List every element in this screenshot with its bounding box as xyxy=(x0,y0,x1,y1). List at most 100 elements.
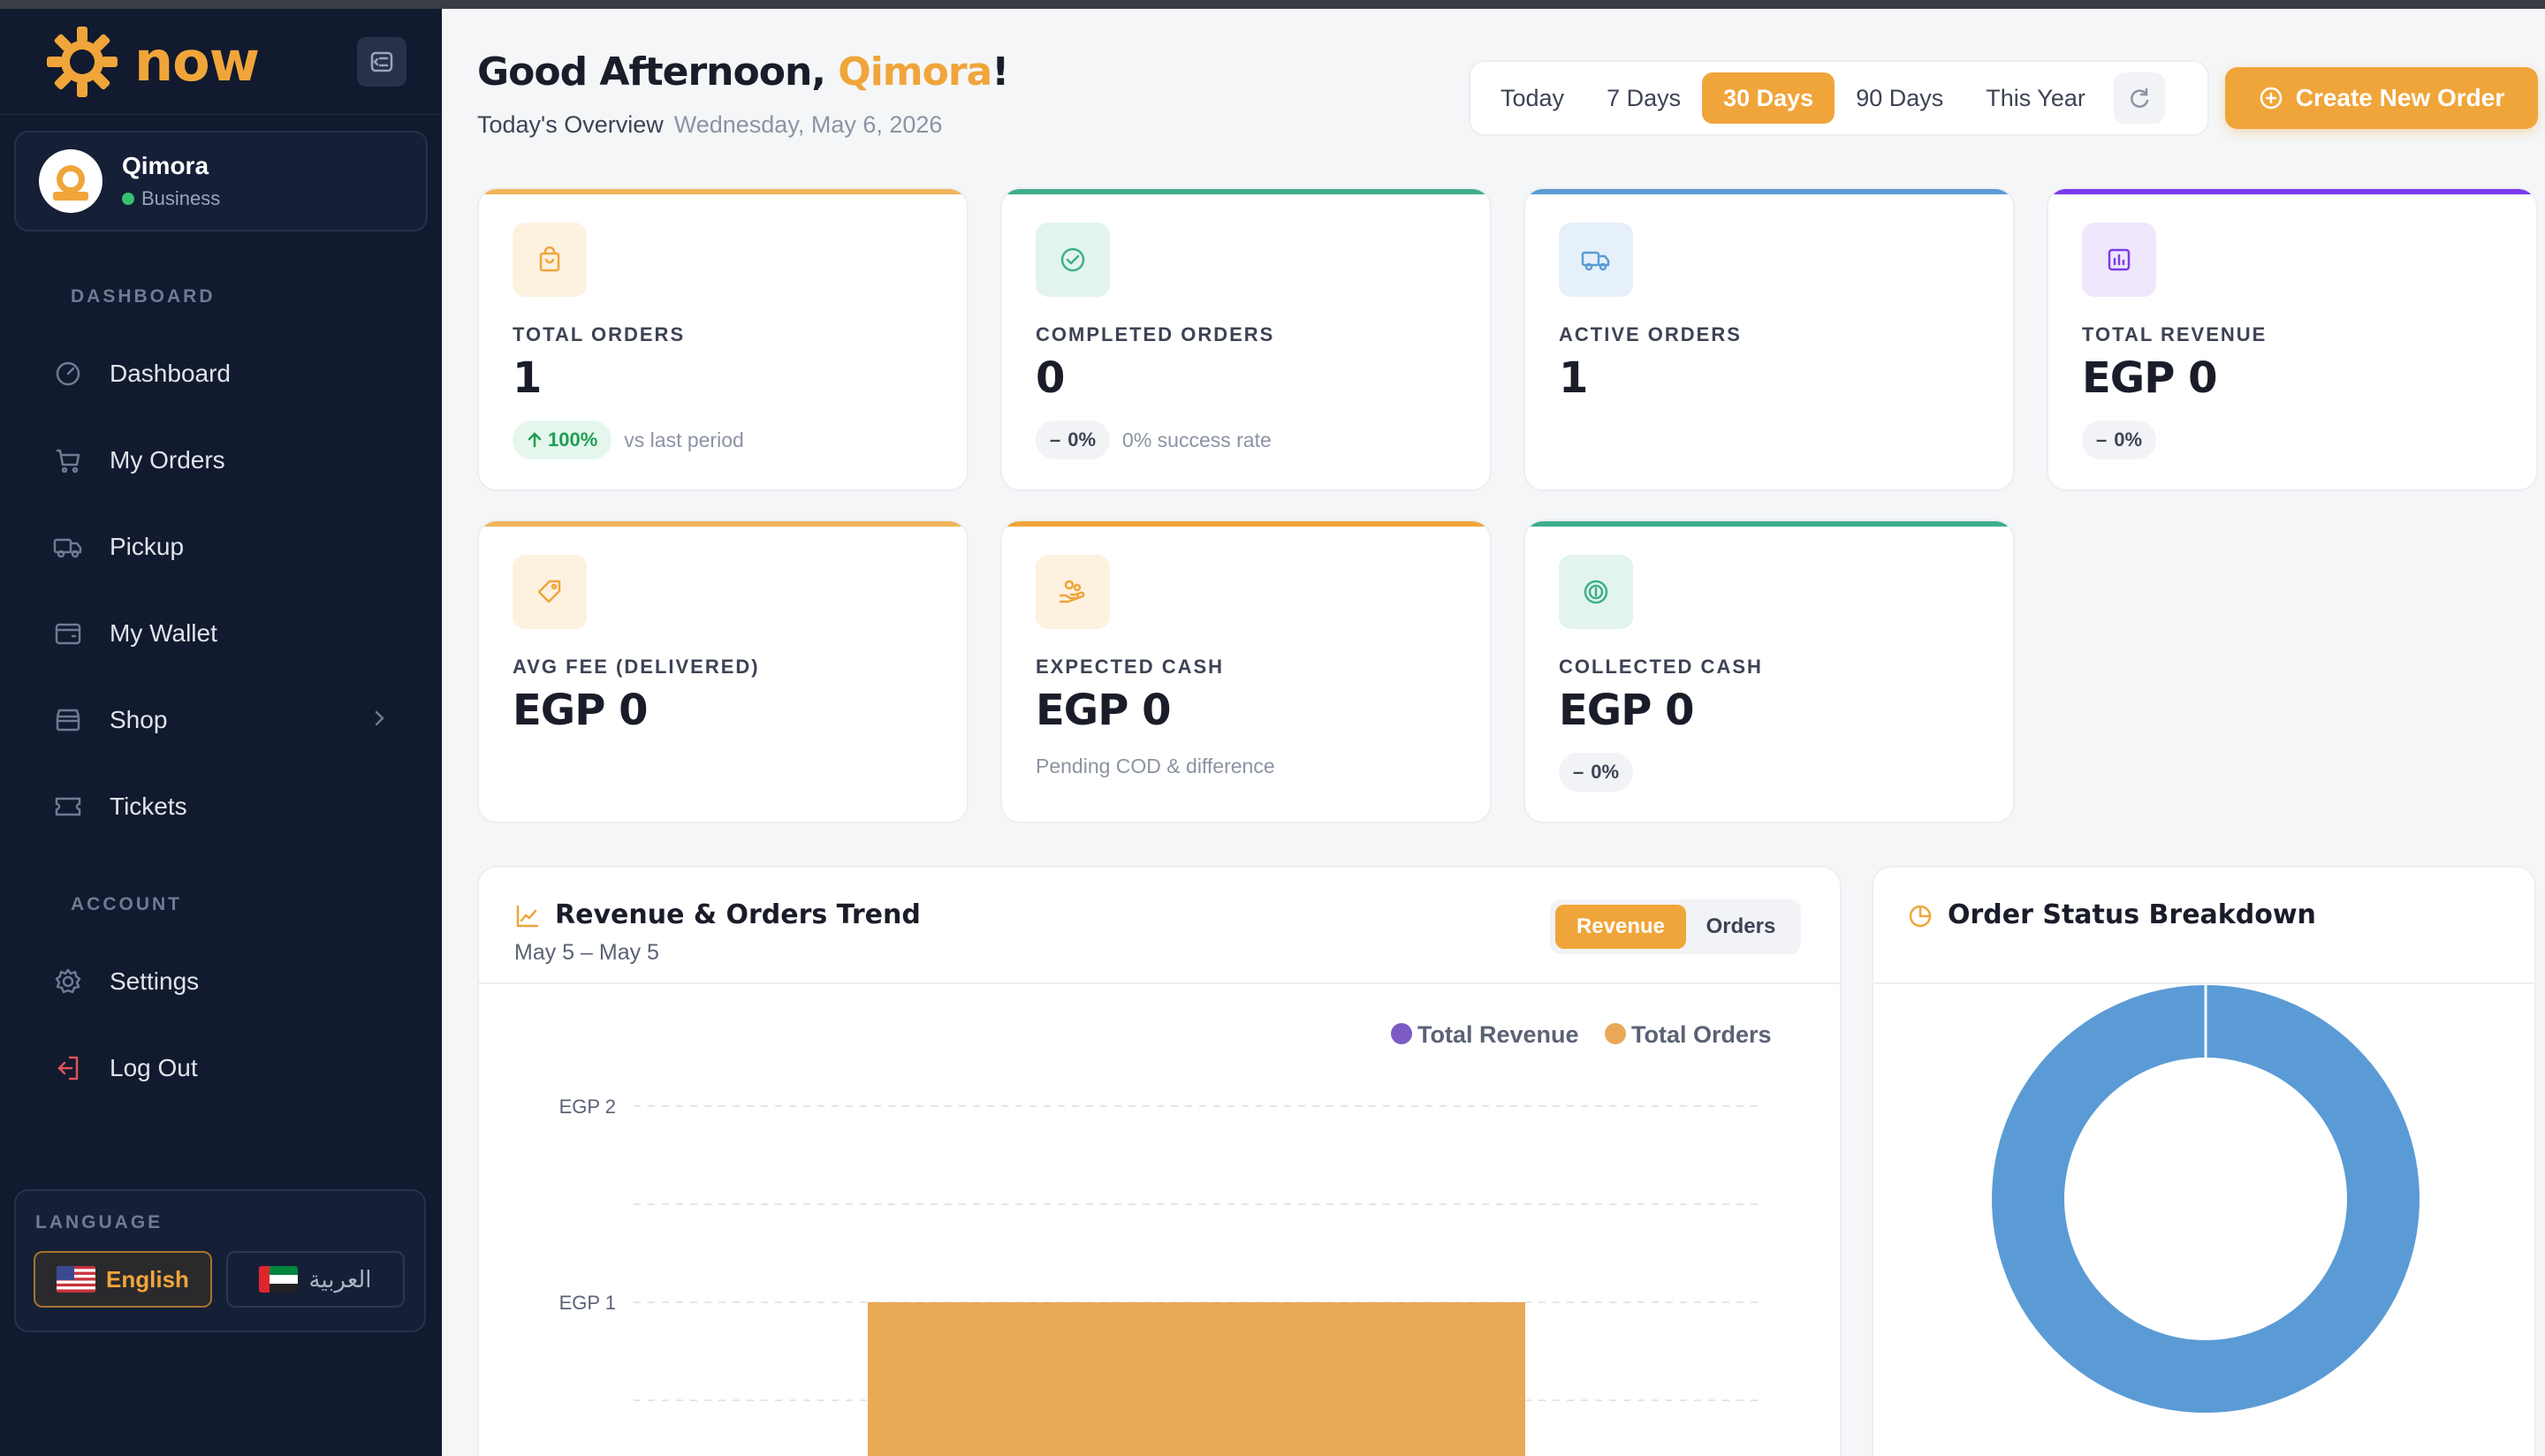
stat-change-badge: – 0% xyxy=(1559,753,1634,792)
refresh-icon xyxy=(2130,87,2149,108)
create-new-order-button[interactable]: Create New Order xyxy=(2225,67,2538,129)
trend-date-range: May 5 – May 5 xyxy=(514,940,659,965)
greeting-suffix: ! xyxy=(991,49,1009,95)
stat-note: Pending COD & difference xyxy=(1036,755,1275,777)
sidebar-item-dashboard[interactable]: Dashboard xyxy=(0,330,442,417)
date-range-selector: Today 7 Days 30 Days 90 Days This Year xyxy=(1469,60,2209,136)
stat-change-note: vs last period xyxy=(624,428,744,451)
stat-label: ACTIVE ORDERS xyxy=(1559,323,1742,345)
stat-change-value: 0% xyxy=(1591,761,1620,783)
stat-value: EGP 0 xyxy=(1559,686,1694,735)
stat-label: AVG FEE (DELIVERED) xyxy=(513,656,760,678)
shopping-bag-icon xyxy=(513,223,587,297)
gauge-icon xyxy=(53,359,83,389)
stat-value: EGP 0 xyxy=(1036,686,1171,735)
legend-label: Total Revenue xyxy=(1417,1021,1579,1048)
dash-icon: – xyxy=(1573,761,1584,783)
toggle-orders[interactable]: Orders xyxy=(1706,914,1776,938)
language-switcher: LANGUAGE English العربية xyxy=(14,1189,426,1332)
card-accent-bar xyxy=(1525,189,2013,194)
avatar xyxy=(39,149,103,213)
language-arabic-button[interactable]: العربية xyxy=(226,1251,405,1308)
stat-change-value: 0% xyxy=(2114,428,2143,451)
card-accent-bar xyxy=(479,189,967,194)
y-tick-label: EGP 1 xyxy=(559,1292,616,1314)
card-accent-bar xyxy=(2048,189,2536,194)
stat-change-badge: – 0% xyxy=(2082,421,2157,459)
trend-metric-toggle: Revenue Orders xyxy=(1550,899,1801,954)
stat-card-active-orders: ACTIVE ORDERS 1 xyxy=(1523,187,2015,491)
chevron-right-icon xyxy=(373,706,387,734)
store-icon xyxy=(53,705,83,735)
card-accent-bar xyxy=(1002,189,1490,194)
range-30-days[interactable]: 30 Days xyxy=(1702,72,1835,124)
legend-swatch xyxy=(1391,1023,1412,1044)
stat-card-total-revenue: TOTAL REVENUE EGP 0 – 0% xyxy=(2047,187,2538,491)
window-top-strip xyxy=(0,0,2545,9)
profile-card[interactable]: Qimora Business xyxy=(14,131,428,231)
sidebar-item-label: Dashboard xyxy=(110,360,231,387)
stat-value: 0 xyxy=(1036,353,1065,403)
donut-slice[interactable] xyxy=(1992,985,2420,1413)
sidebar-item-label: My Orders xyxy=(110,446,225,474)
range-90-days[interactable]: 90 Days xyxy=(1856,84,1944,111)
stat-value: EGP 0 xyxy=(513,686,648,735)
stat-card-collected-cash: COLLECTED CASH EGP 0 – 0% xyxy=(1523,519,2015,823)
card-accent-bar xyxy=(479,521,967,527)
cash-hand-icon xyxy=(1036,555,1110,629)
overview-label: Today's Overview xyxy=(477,111,664,138)
status-donut-chart xyxy=(1992,985,2420,1413)
language-english-label: English xyxy=(106,1265,189,1293)
brand-name: now xyxy=(134,29,260,94)
gear-icon xyxy=(53,967,83,997)
sidebar-item-tickets[interactable]: Tickets xyxy=(0,763,442,850)
collapse-icon xyxy=(370,51,393,72)
language-arabic-label: العربية xyxy=(308,1265,372,1293)
sidebar-item-pickup[interactable]: Pickup xyxy=(0,504,442,590)
stat-value: 1 xyxy=(1559,353,1588,403)
dash-icon: – xyxy=(2096,428,2108,451)
coin-icon xyxy=(1559,555,1633,629)
range-7-days[interactable]: 7 Days xyxy=(1607,84,1682,111)
logo-sun-icon xyxy=(47,26,118,97)
truck-icon xyxy=(53,532,83,562)
stat-label: COMPLETED ORDERS xyxy=(1036,323,1275,345)
plus-circle-icon xyxy=(2260,87,2282,110)
refresh-button[interactable] xyxy=(2113,72,2165,124)
sidebar-item-my-orders[interactable]: My Orders xyxy=(0,417,442,504)
stat-card-expected-cash: EXPECTED CASH EGP 0 Pending COD & differ… xyxy=(1000,519,1492,823)
language-english-button[interactable]: English xyxy=(34,1251,212,1308)
brand-row: now xyxy=(0,9,442,115)
truck-icon xyxy=(1559,223,1633,297)
y-tick-label: EGP 2 xyxy=(559,1096,616,1118)
sidebar-item-my-wallet[interactable]: My Wallet xyxy=(0,590,442,677)
logout-icon xyxy=(53,1053,83,1083)
revenue-orders-trend-panel: Revenue & Orders Trend May 5 – May 5 Rev… xyxy=(477,866,1842,1456)
toggle-revenue[interactable]: Revenue xyxy=(1555,905,1686,949)
collapse-sidebar-button[interactable] xyxy=(357,36,406,87)
sidebar-item-label: My Wallet xyxy=(110,619,217,647)
stat-card-avg-fee: AVG FEE (DELIVERED) EGP 0 xyxy=(477,519,969,823)
stat-change-note: 0% success rate xyxy=(1122,428,1272,451)
card-accent-bar xyxy=(1002,521,1490,527)
sidebar-item-settings[interactable]: Settings xyxy=(0,938,442,1025)
legend-label: Total Orders xyxy=(1631,1021,1772,1048)
profile-role: Business xyxy=(122,187,220,210)
trend-bar-chart: Total Revenue Total Orders EGP 2 EGP 1 xyxy=(559,1021,1772,1456)
range-today[interactable]: Today xyxy=(1500,84,1565,111)
online-status-dot xyxy=(122,193,134,205)
panel-divider xyxy=(479,982,1840,984)
stat-change-badge: – 0% xyxy=(1036,421,1111,459)
sidebar-item-label: Log Out xyxy=(110,1054,198,1081)
avatar-logo-icon xyxy=(53,165,88,201)
bar-chart-icon xyxy=(2082,223,2156,297)
stat-label: TOTAL ORDERS xyxy=(513,323,686,345)
section-label-dashboard: DASHBOARD xyxy=(71,286,216,307)
sidebar-item-logout[interactable]: Log Out xyxy=(0,1025,442,1111)
pie-chart-icon xyxy=(1909,905,1932,928)
dash-icon: – xyxy=(1050,428,1061,451)
range-this-year[interactable]: This Year xyxy=(1986,84,2085,111)
sidebar-item-shop[interactable]: Shop xyxy=(0,677,442,763)
ticket-icon xyxy=(53,792,83,822)
bar-total-orders[interactable] xyxy=(868,1302,1525,1456)
